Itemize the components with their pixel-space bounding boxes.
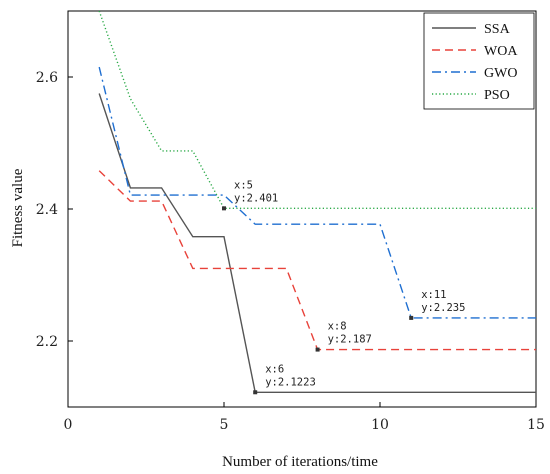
series-line-pso bbox=[98, 11, 536, 210]
annotation-y-1: y:2.235 bbox=[421, 302, 465, 314]
legend-label-gwo: GWO bbox=[484, 66, 517, 81]
series-line-ssa bbox=[98, 93, 536, 393]
series-line-gwo bbox=[98, 66, 536, 319]
annotation-marker-0 bbox=[222, 206, 226, 211]
x-tick-label-0: 0 bbox=[64, 417, 73, 433]
annotation-x-0: x:5 bbox=[234, 179, 253, 191]
annotation-marker-3 bbox=[253, 390, 258, 395]
legend-box bbox=[423, 12, 535, 110]
annotation-marker-2 bbox=[315, 347, 320, 352]
series-line-woa bbox=[98, 170, 536, 351]
x-axis-label: Number of iterations/time bbox=[222, 454, 378, 470]
legend-label-pso: PSO bbox=[484, 88, 510, 103]
annotation-marker-1 bbox=[409, 315, 414, 320]
y-tick-label-0: 2.2 bbox=[36, 334, 58, 350]
y-tick-label-1: 2.4 bbox=[36, 202, 58, 218]
legend-label-ssa: SSA bbox=[484, 22, 511, 37]
annotation-x-3: x:6 bbox=[265, 363, 284, 375]
annotation-x-2: x:8 bbox=[328, 321, 347, 333]
annotation-y-0: y:2.401 bbox=[234, 192, 278, 204]
y-tick-label-2: 2.6 bbox=[36, 70, 58, 86]
x-tick-label-15: 15 bbox=[527, 417, 545, 433]
y-axis-label: Fitness value bbox=[10, 168, 26, 247]
annotation-y-2: y:2.187 bbox=[328, 334, 372, 346]
x-tick-label-10: 10 bbox=[371, 417, 389, 433]
annotation-y-3: y:2.1223 bbox=[265, 376, 316, 388]
annotation-x-1: x:11 bbox=[421, 289, 446, 301]
legend-label-woa: WOA bbox=[484, 44, 518, 59]
x-tick-label-5: 5 bbox=[220, 417, 229, 433]
